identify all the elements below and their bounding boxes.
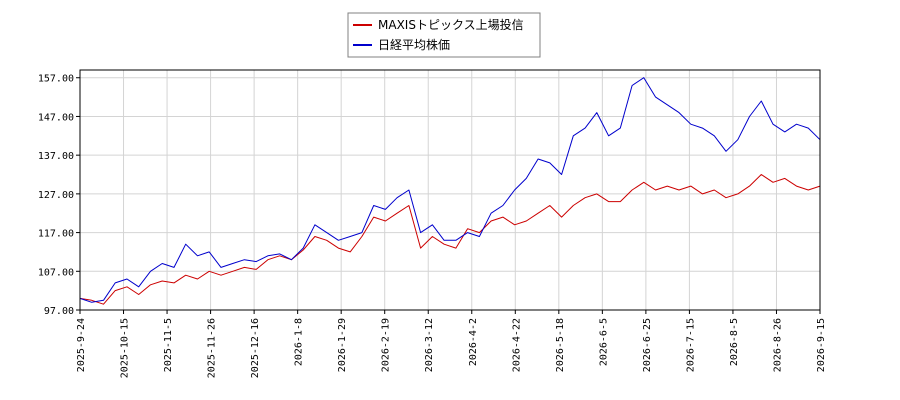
y-tick-label: 97.00: [44, 306, 74, 317]
x-tick-label: 2026-2-19: [381, 318, 392, 372]
plot-frame: [79, 69, 821, 311]
x-tick-label: 2026-8-5: [729, 318, 740, 366]
x-tick-label: 2025-9-24: [76, 318, 87, 372]
legend: MAXISトピックス上場投信 日経平均株価: [347, 12, 541, 58]
series-line-1: [79, 77, 821, 303]
x-tick-label: 2026-6-5: [598, 318, 609, 366]
x-tick-label: 2025-10-15: [120, 318, 131, 378]
series-lines: [79, 77, 821, 305]
x-tick-label: 2026-1-29: [337, 318, 348, 372]
y-tick-label: 107.00: [38, 267, 74, 278]
y-tick-label: 127.00: [38, 190, 74, 201]
y-tick-label: 137.00: [38, 151, 74, 162]
x-tick-label: 2026-4-2: [468, 318, 479, 366]
plot-background: [80, 70, 820, 310]
x-tick-label: 2026-9-15: [816, 318, 827, 372]
series-line-0: [79, 174, 821, 305]
x-tick-label: 2026-6-25: [642, 318, 653, 372]
y-tick-label: 147.00: [38, 112, 74, 123]
x-tick-label: 2026-5-18: [555, 318, 566, 372]
x-tick-label: 2025-11-5: [163, 318, 174, 372]
y-axis: 97.00 107.00 117.00 127.00 137.00 147.00 157.0…: [38, 74, 80, 317]
x-tick-label: 2026-4-22: [511, 318, 522, 372]
legend-box: [347, 12, 541, 58]
x-tick-label: 2026-1-8: [294, 318, 305, 366]
y-tick-label: 157.00: [38, 74, 74, 85]
y-tick-label: 117.00: [38, 229, 74, 240]
x-tick-label: 2025-11-26: [207, 318, 218, 378]
legend-label-nikkei: 日経平均株価: [378, 37, 450, 52]
x-axis: 2025-9-24 2025-10-15 2025-11-5 2025-11-26 20…: [76, 310, 827, 378]
x-tick-label: 2026-8-26: [772, 318, 783, 372]
x-tick-label: 2026-3-12: [424, 318, 435, 372]
x-tick-label: 2026-7-15: [685, 318, 696, 372]
legend-label-maxis: MAXISトピックス上場投信: [378, 17, 524, 32]
x-tick-label: 2025-12-16: [250, 318, 261, 378]
